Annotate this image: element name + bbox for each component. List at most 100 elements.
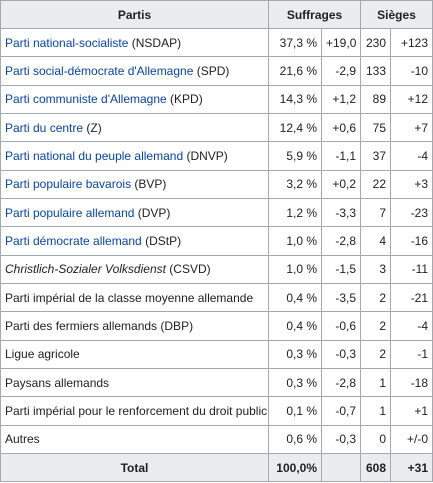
- table-row: Parti du centre (Z) 12,4 % +0,6 75 +7: [0, 112, 433, 143]
- party-abbreviation: (SPD): [193, 63, 230, 78]
- party-cell: Parti social-démocrate d'Allemagne (SPD): [0, 56, 269, 86]
- table-row: Parti national du peuple allemand (DNVP)…: [0, 141, 433, 171]
- seat-change: -4: [390, 311, 433, 341]
- vote-percent: 0,3 %: [268, 339, 322, 369]
- table-row: Parti social-démocrate d'Allemagne (SPD)…: [0, 56, 433, 86]
- party-name: Parti impérial de la classe moyenne alle…: [5, 290, 254, 305]
- party-abbreviation: (KPD): [166, 92, 203, 107]
- vote-change: -1,5: [320, 254, 362, 284]
- party-name: Paysans allemands: [5, 375, 110, 390]
- seat-change: -23: [390, 197, 433, 228]
- vote-percent: 1,0 %: [268, 226, 322, 256]
- total-seat-change: +31: [390, 453, 433, 482]
- seat-count: 75: [360, 112, 392, 143]
- header-row: Partis Suffrages Sièges: [0, 0, 433, 29]
- party-link[interactable]: Parti national du peuple allemand: [5, 148, 184, 163]
- party-link[interactable]: Parti national-socialiste: [5, 35, 129, 50]
- party-link[interactable]: Parti démocrate allemand: [5, 233, 142, 248]
- total-label: Total: [0, 453, 269, 482]
- party-abbreviation: (BVP): [131, 177, 167, 192]
- party-cell: Parti impérial pour le renforcement du d…: [0, 396, 269, 426]
- party-abbreviation: (Z): [83, 120, 102, 135]
- seat-count: 22: [360, 169, 392, 199]
- vote-percent: 1,0 %: [268, 254, 322, 284]
- party-link[interactable]: Parti populaire bavarois: [5, 177, 132, 192]
- header-votes: Suffrages: [267, 0, 362, 29]
- table-row: Parti démocrate allemand (DStP) 1,0 % -2,8…: [0, 226, 433, 256]
- seat-count: 37: [360, 141, 392, 171]
- seat-change: -4: [390, 141, 433, 171]
- party-cell: Parti du centre (Z): [0, 112, 269, 143]
- vote-change: -0,6: [320, 311, 362, 341]
- vote-percent: 0,1 %: [268, 396, 322, 426]
- seat-change: +7: [390, 112, 433, 143]
- party-abbreviation: (DStP): [141, 233, 182, 248]
- seat-change: +3: [390, 169, 433, 199]
- vote-percent: 37,3 %: [268, 27, 322, 58]
- total-seats: 608: [360, 453, 392, 482]
- header-seats: Sièges: [360, 0, 433, 29]
- seat-count: 2: [360, 311, 392, 341]
- seat-count: 7: [360, 197, 392, 228]
- party-link[interactable]: Parti communiste d'Allemagne: [5, 92, 167, 107]
- party-cell: Parti communiste d'Allemagne (KPD): [0, 84, 269, 114]
- vote-change: -0,3: [320, 339, 362, 369]
- table-row: Autres 0,6 % -0,3 0 +/-0: [0, 424, 433, 455]
- party-abbreviation: (DNVP): [183, 148, 228, 163]
- vote-change: -3,3: [320, 197, 362, 228]
- party-link[interactable]: Parti du centre: [5, 120, 84, 135]
- party-name: Autres: [5, 432, 40, 447]
- party-abbreviation: (NSDAP): [128, 35, 182, 50]
- party-link[interactable]: Parti populaire allemand: [5, 205, 135, 220]
- party-cell: Parti national du peuple allemand (DNVP): [0, 141, 269, 171]
- table-row: Parti national-socialiste (NSDAP) 37,3 % +…: [0, 27, 433, 58]
- seat-count: 4: [360, 226, 392, 256]
- vote-change: -2,8: [320, 226, 362, 256]
- party-link[interactable]: Parti social-démocrate d'Allemagne: [5, 63, 194, 78]
- vote-change: -3,5: [320, 282, 362, 313]
- seat-change: -10: [390, 56, 433, 86]
- vote-percent: 5,9 %: [268, 141, 322, 171]
- seat-count: 89: [360, 84, 392, 114]
- vote-change: -0,7: [320, 396, 362, 426]
- table-row: Christlich-Sozialer Volksdienst (CSVD) 1,…: [0, 254, 433, 284]
- party-cell: Paysans allemands: [0, 367, 269, 398]
- vote-change: +0,2: [320, 169, 362, 199]
- vote-change: +19,0: [320, 27, 362, 58]
- party-cell: Parti populaire bavarois (BVP): [0, 169, 269, 199]
- seat-count: 1: [360, 367, 392, 398]
- total-pct: 100,0%: [268, 453, 322, 482]
- seat-count: 230: [360, 27, 392, 58]
- table-row: Parti des fermiers allemands (DBP) 0,4 % -…: [0, 311, 433, 341]
- vote-change: -1,1: [320, 141, 362, 171]
- seat-change: -21: [390, 282, 433, 313]
- seat-change: -18: [390, 367, 433, 398]
- seat-change: +1: [390, 396, 433, 426]
- party-cell: Parti démocrate allemand (DStP): [0, 226, 269, 256]
- seat-count: 2: [360, 282, 392, 313]
- party-cell: Christlich-Sozialer Volksdienst (CSVD): [0, 254, 269, 284]
- table-row: Parti populaire allemand (DVP) 1,2 % -3,3 7…: [0, 197, 433, 228]
- table-row: Parti impérial de la classe moyenne alle…: [0, 282, 433, 313]
- party-cell: Parti national-socialiste (NSDAP): [0, 27, 269, 58]
- vote-percent: 0,4 %: [268, 282, 322, 313]
- party-cell: Autres: [0, 424, 269, 455]
- seat-change: -16: [390, 226, 433, 256]
- seat-change: +12: [390, 84, 433, 114]
- total-pct-change: [320, 453, 362, 482]
- vote-percent: 12,4 %: [268, 112, 322, 143]
- vote-percent: 3,2 %: [268, 169, 322, 199]
- seat-count: 2: [360, 339, 392, 369]
- vote-change: +0,6: [320, 112, 362, 143]
- header-parties: Partis: [0, 0, 269, 29]
- seat-change: -11: [390, 254, 433, 284]
- table-row: Parti populaire bavarois (BVP) 3,2 % +0,2 2…: [0, 169, 433, 199]
- vote-change: -0,3: [320, 424, 362, 455]
- table-row: Parti communiste d'Allemagne (KPD) 14,3 %…: [0, 84, 433, 114]
- vote-change: -2,9: [320, 56, 362, 86]
- party-name: Christlich-Sozialer Volksdienst: [5, 262, 166, 277]
- vote-change: +1,2: [320, 84, 362, 114]
- seat-change: +123: [390, 27, 433, 58]
- total-row: Total 100,0% 608 +31: [0, 453, 433, 482]
